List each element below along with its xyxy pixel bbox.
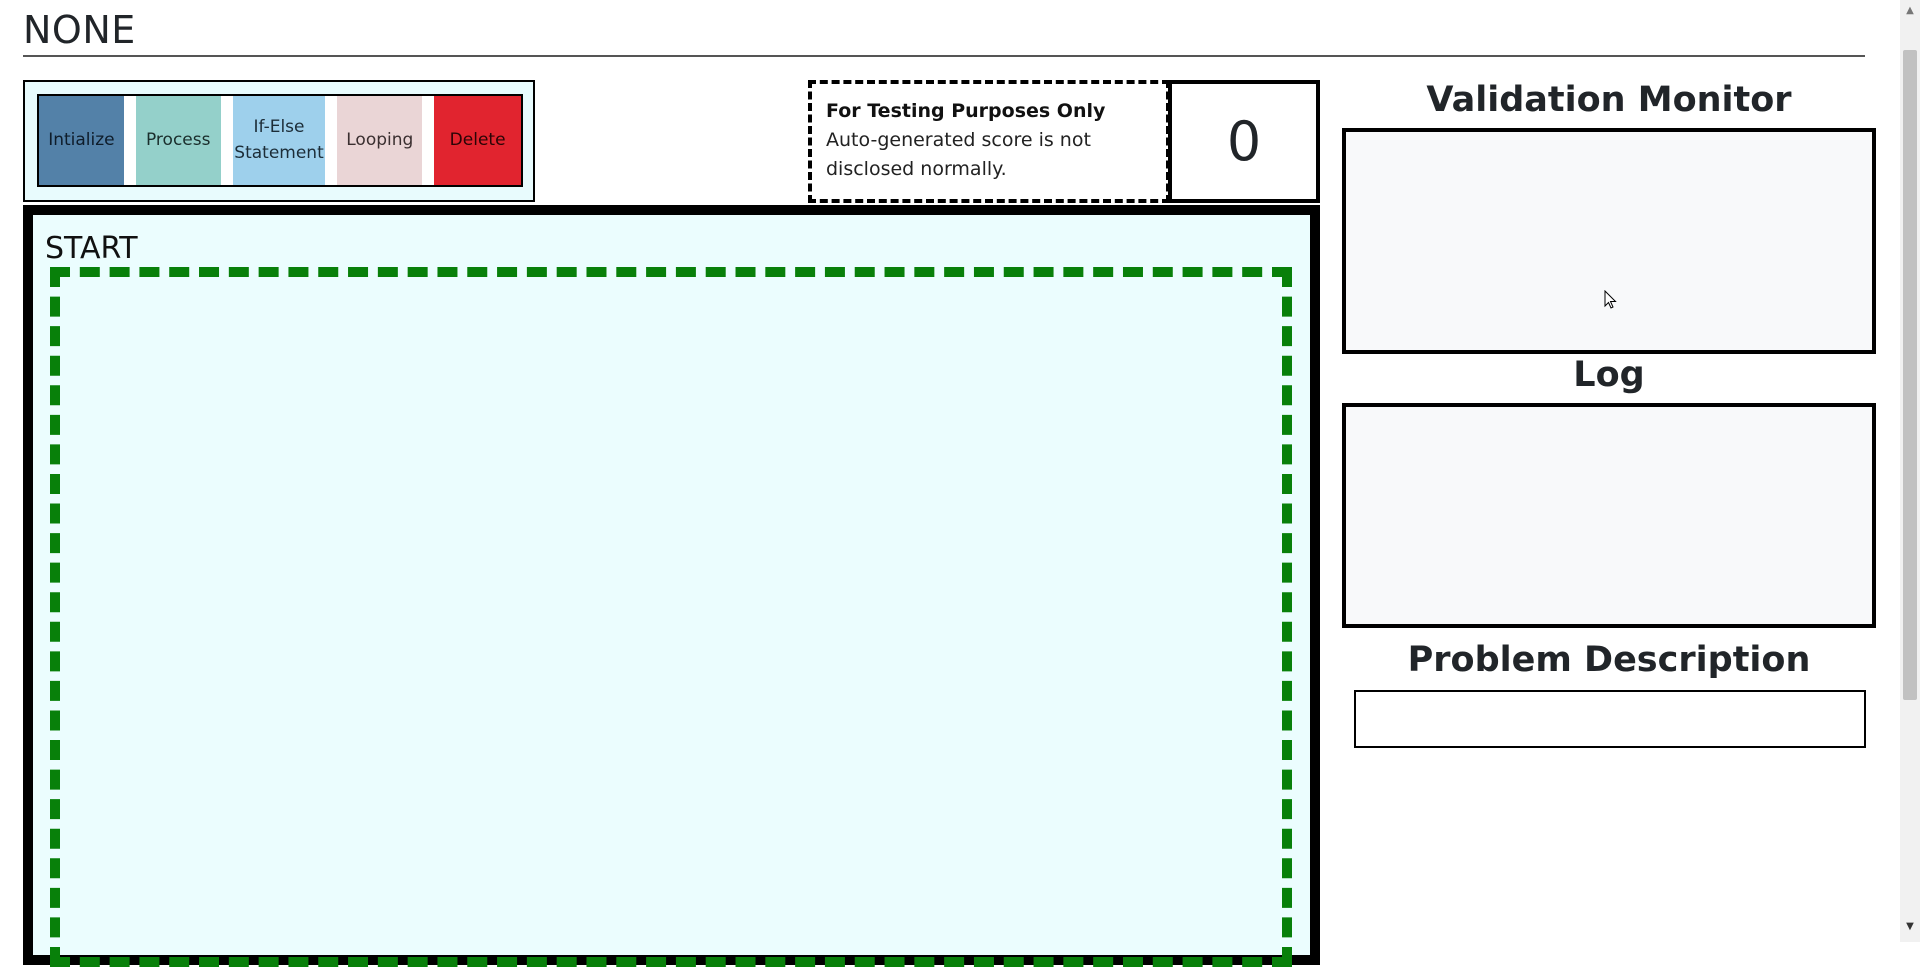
score-display: 0 <box>1168 80 1320 203</box>
scroll-up-arrow-icon[interactable]: ▲ <box>1906 4 1914 16</box>
looping-button[interactable]: Looping <box>337 96 423 185</box>
delete-button[interactable]: Delete <box>434 96 521 185</box>
problem-description-title: Problem Description <box>1407 640 1811 680</box>
title-divider <box>23 55 1865 57</box>
if-else-statement-button[interactable]: If-Else Statement <box>232 96 326 185</box>
toolbox: Intialize Process If-Else Statement Loop… <box>23 80 535 202</box>
block-drop-zone[interactable] <box>50 267 1292 967</box>
log-panel <box>1342 403 1876 628</box>
initialize-button[interactable]: Intialize <box>39 96 124 185</box>
scrollbar-thumb[interactable] <box>1903 50 1917 700</box>
toolbox-button-group: Intialize Process If-Else Statement Loop… <box>37 94 523 187</box>
page-title: NONE <box>23 8 136 52</box>
log-title: Log <box>1573 355 1645 395</box>
validation-monitor-title: Validation Monitor <box>1426 80 1792 120</box>
testing-notice-heading: For Testing Purposes Only <box>826 100 1106 122</box>
testing-notice-body: Auto-generated score is not disclosed no… <box>826 129 1091 181</box>
validation-monitor-panel <box>1342 128 1876 354</box>
testing-notice: For Testing Purposes Only Auto-generated… <box>808 80 1170 203</box>
vertical-scrollbar[interactable]: ▲ ▼ <box>1900 0 1920 942</box>
process-button[interactable]: Process <box>135 96 221 185</box>
problem-description-box <box>1354 690 1866 748</box>
start-label: START <box>45 231 138 266</box>
scroll-down-arrow-icon[interactable]: ▼ <box>1906 920 1914 932</box>
workspace-canvas[interactable]: START <box>23 205 1320 967</box>
mouse-pointer-icon <box>1604 290 1617 309</box>
